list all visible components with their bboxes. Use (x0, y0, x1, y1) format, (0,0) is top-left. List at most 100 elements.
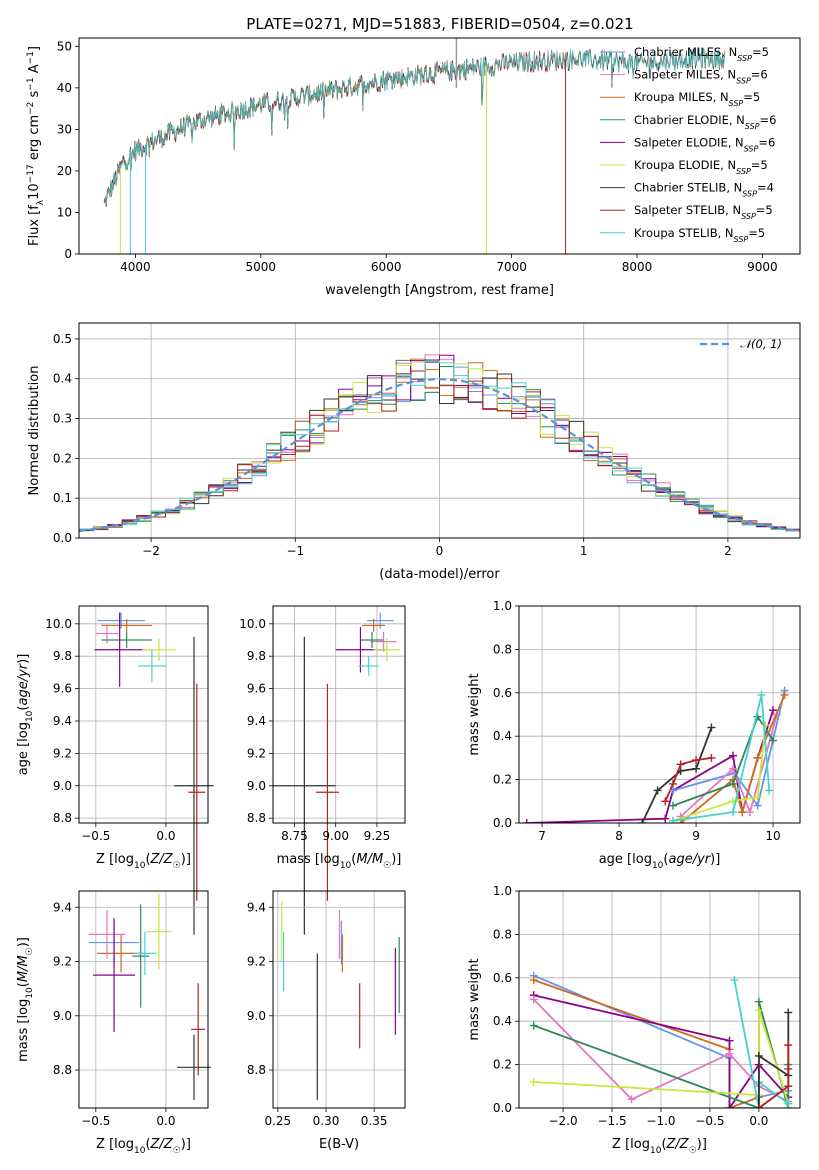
errorbar-point (373, 638, 401, 662)
weight-marker (753, 792, 762, 801)
weight-marker (784, 1008, 793, 1017)
x-tick-label: 5000 (246, 260, 277, 274)
x-tick-label: 0.35 (361, 1114, 388, 1128)
errorbar-point (174, 636, 214, 935)
weight-line (672, 725, 767, 822)
x-axis-label: E(B-V) (319, 1137, 359, 1152)
x-tick-label: 0.0 (156, 829, 175, 843)
y-tick-label: 0.8 (493, 642, 512, 656)
legend-label: Chabrier MILES, NSSP=5 (634, 45, 769, 63)
x-axis-label: age [log10(age/yr)] (599, 852, 721, 871)
x-tick-label: 0 (436, 544, 444, 558)
weight-marker (638, 819, 647, 823)
weight-marker (754, 1006, 763, 1015)
axes-frame (78, 605, 209, 824)
y-tick-label: 9.8 (247, 649, 266, 663)
x-tick-label: −1 (286, 544, 304, 558)
histogram-step (79, 359, 800, 532)
errorbar-point (142, 638, 176, 662)
errorbar-point (273, 636, 336, 935)
x-tick-label: 9.25 (364, 829, 391, 843)
x-tick-label: 9000 (747, 260, 778, 274)
weight-marker (692, 756, 701, 765)
x-tick-label: 0.30 (313, 1114, 340, 1128)
panel-mass_vs_ebv: 0.25 0.30 0.35 8.8 9.0 9.2 9.4 (247, 890, 406, 1128)
weight-line (672, 694, 771, 822)
weight-marker (729, 764, 738, 773)
weight-marker (753, 753, 762, 762)
legend-label: Salpeter STELIB, NSSP=5 (634, 203, 773, 221)
y-tick-label: 9.4 (247, 714, 266, 728)
weight-marker (529, 1077, 538, 1086)
weight-marker (780, 690, 789, 699)
panel-age_vs_mass: 8.75 9.00 9.25 8.8 9.0 9.2 9.4 9.6 9.8 10.0 mass [… (239, 605, 406, 935)
axes-frame (272, 890, 406, 1109)
x-axis-label: (data-model)/error (379, 567, 500, 582)
weight-marker (729, 808, 738, 817)
errorbar-point (132, 904, 150, 1008)
weight-line (533, 994, 789, 1108)
y-tick-label: 8.8 (53, 1063, 72, 1077)
y-tick-label: 8.8 (247, 1063, 266, 1077)
x-tick-label: 4000 (120, 260, 151, 274)
y-tick-label: 1.0 (493, 884, 512, 898)
y-axis-label: mass weight (467, 958, 482, 1040)
figure-title: PLATE=0271, MJD=51883, FIBERID=0504, z=0… (246, 15, 633, 33)
y-tick-label: 9.4 (247, 900, 266, 914)
axes-frame (272, 605, 406, 824)
errorbar-point (137, 649, 166, 683)
weight-marker (668, 786, 677, 795)
errorbar-point (362, 618, 386, 632)
errorbar-point (101, 618, 152, 632)
weight-marker (754, 1104, 763, 1108)
weight-marker (784, 1041, 793, 1050)
plot-area-mass_vs_Z (88, 893, 211, 1100)
y-tick-label: 9.0 (53, 779, 72, 793)
y-tick-label: 0.6 (493, 686, 512, 700)
y-tick-label: 0.2 (493, 773, 512, 787)
y-tick-label: 50 (57, 39, 72, 53)
x-axis-label: Z [log10(Z/Z☉)] (612, 1137, 707, 1156)
weight-line (758, 1045, 790, 1108)
weight-line (533, 974, 789, 1108)
y-axis-label: Flux [fλ10−17 erg cm−2 s−1 A−1] (26, 46, 46, 246)
x-tick-label: 1 (580, 544, 588, 558)
gaussian-curve (78, 378, 801, 533)
weight-marker (754, 997, 763, 1006)
errorbar-point (101, 631, 152, 649)
legend-label: Kroupa MILES, NSSP=5 (634, 90, 760, 108)
x-tick-label: 0.0 (749, 1114, 768, 1128)
y-tick-label: 0.2 (493, 1058, 512, 1072)
weight-marker (725, 1104, 734, 1108)
y-tick-label: 0.2 (53, 451, 72, 465)
x-tick-label: −0.5 (695, 1114, 724, 1128)
y-tick-label: 0 (64, 247, 72, 261)
y-tick-label: 10.0 (239, 617, 266, 631)
axes-frame (518, 605, 801, 824)
plot-area-residuals (78, 354, 801, 533)
weight-marker (653, 786, 662, 795)
plot-area-weight_vs_Z (529, 971, 793, 1108)
weight-marker (661, 797, 670, 806)
x-tick-label: 2 (724, 544, 732, 558)
y-tick-label: 0.3 (53, 412, 72, 426)
y-tick-label: 9.0 (53, 1009, 72, 1023)
weight-marker (753, 801, 762, 810)
x-tick-label: 8.75 (281, 829, 308, 843)
weight-marker (529, 995, 538, 1004)
panel-mass_vs_Z: −0.5 0.0 8.8 9.0 9.2 9.4 Z [log10(Z/Z☉)] mass [… (16, 890, 211, 1156)
weight-marker (725, 1036, 734, 1045)
y-axis-label: Normed distribution (27, 366, 42, 496)
weight-marker (738, 808, 747, 817)
x-tick-label: 0.25 (264, 1114, 291, 1128)
y-tick-label: 0.6 (493, 971, 512, 985)
x-tick-label: 7 (538, 829, 546, 843)
y-tick-label: 9.0 (247, 779, 266, 793)
y-tick-label: 0.5 (53, 332, 72, 346)
panel-age_vs_Z: −0.5 0.0 8.8 9.0 9.2 9.4 9.6 9.8 10.0 Z [log10(Z/… (16, 605, 214, 935)
x-axis-label: Z [log10(Z/Z☉)] (96, 1137, 191, 1156)
panel-spectrum: 4000 5000 6000 7000 8000 9000 0 10 20 30 40 50 wavel… (26, 37, 801, 298)
x-axis-label: mass [log10(M/M☉)] (277, 852, 402, 871)
y-tick-label: 40 (57, 81, 72, 95)
